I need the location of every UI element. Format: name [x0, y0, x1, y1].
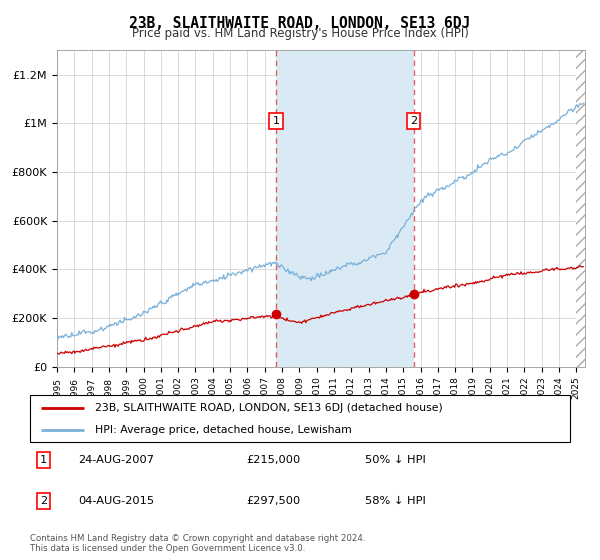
- Text: 50% ↓ HPI: 50% ↓ HPI: [365, 455, 425, 465]
- Text: 04-AUG-2015: 04-AUG-2015: [79, 496, 155, 506]
- Bar: [577, 50, 585, 367]
- FancyBboxPatch shape: [30, 395, 570, 442]
- Text: HPI: Average price, detached house, Lewisham: HPI: Average price, detached house, Lewi…: [95, 424, 352, 435]
- Bar: [276, 50, 413, 367]
- Text: £215,000: £215,000: [246, 455, 300, 465]
- Text: 58% ↓ HPI: 58% ↓ HPI: [365, 496, 425, 506]
- Text: 2: 2: [40, 496, 47, 506]
- Text: 23B, SLAITHWAITE ROAD, LONDON, SE13 6DJ (detached house): 23B, SLAITHWAITE ROAD, LONDON, SE13 6DJ …: [95, 403, 443, 413]
- Text: 2: 2: [410, 116, 417, 126]
- Text: 24-AUG-2007: 24-AUG-2007: [79, 455, 155, 465]
- Text: £297,500: £297,500: [246, 496, 300, 506]
- Text: 23B, SLAITHWAITE ROAD, LONDON, SE13 6DJ: 23B, SLAITHWAITE ROAD, LONDON, SE13 6DJ: [130, 16, 470, 31]
- Text: 1: 1: [40, 455, 47, 465]
- Text: Contains HM Land Registry data © Crown copyright and database right 2024.
This d: Contains HM Land Registry data © Crown c…: [30, 534, 365, 553]
- Text: Price paid vs. HM Land Registry's House Price Index (HPI): Price paid vs. HM Land Registry's House …: [131, 27, 469, 40]
- Bar: [577, 50, 585, 367]
- Text: 1: 1: [272, 116, 280, 126]
